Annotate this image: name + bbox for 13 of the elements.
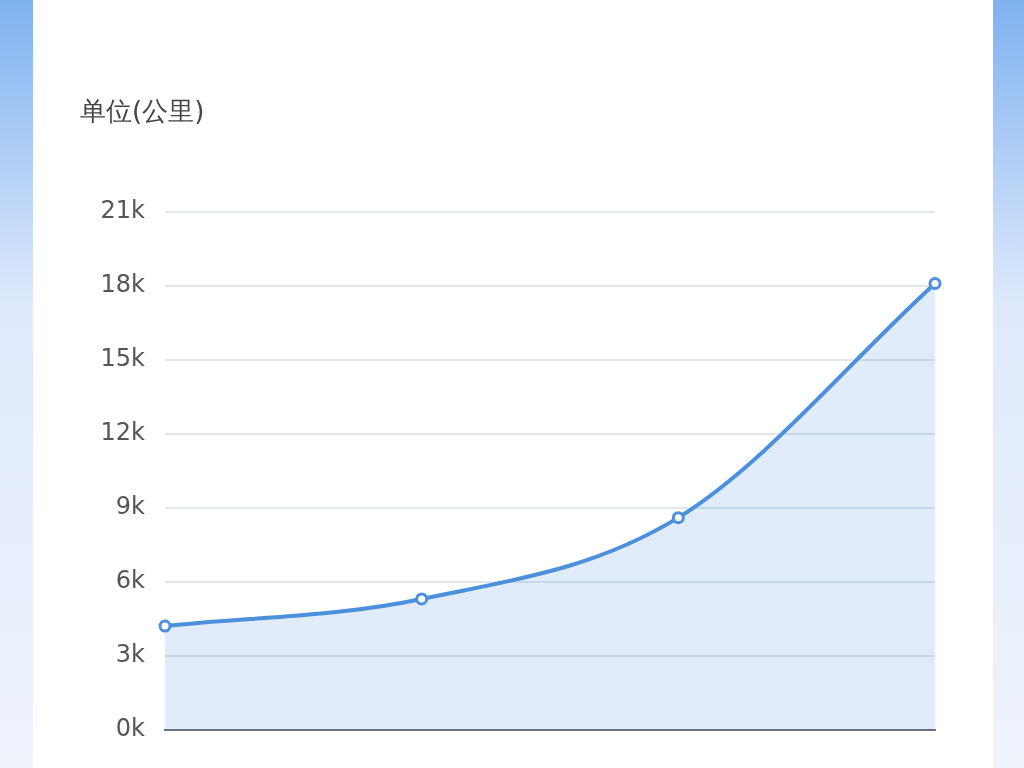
point (415, 592, 429, 606)
y-tick-label: 12k (100, 418, 146, 447)
y-tick-label: 18k (100, 270, 146, 299)
y-axis-title: 单位(公里) (80, 95, 205, 128)
y-tick-label: 3k (115, 639, 146, 668)
point (158, 619, 172, 633)
y-tick-label: 9k (115, 492, 146, 521)
y-tick-label: 15k (100, 344, 146, 373)
y-tick-label: 21k (100, 196, 146, 225)
point (928, 276, 942, 290)
point (671, 511, 685, 525)
y-tick-label: 6k (115, 565, 146, 594)
y-tick-label: 0k (115, 713, 146, 742)
